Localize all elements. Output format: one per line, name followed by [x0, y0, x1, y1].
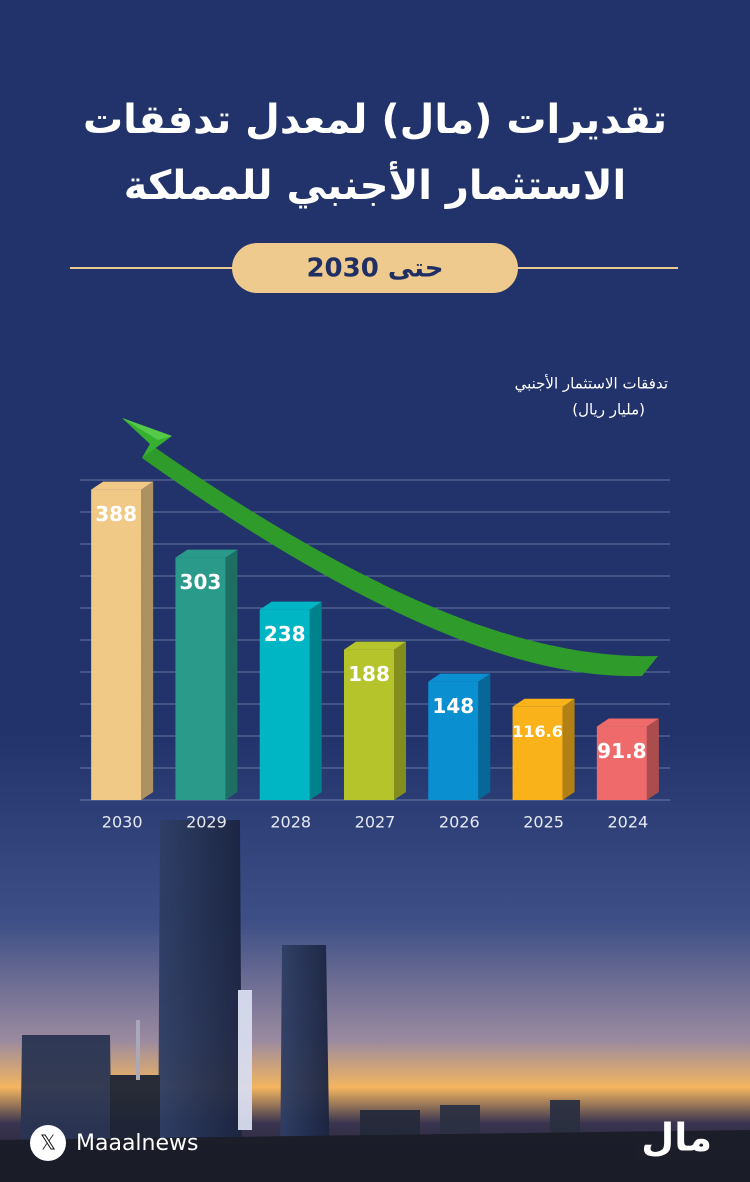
value-label: 188: [348, 662, 390, 686]
value-label: 148: [432, 694, 474, 718]
subtitle: حتى 2030: [306, 254, 443, 284]
bar-side: [478, 673, 491, 800]
bar: [91, 489, 142, 800]
bar-top: [175, 549, 238, 558]
x-tick-label: 2028: [270, 813, 311, 832]
y-axis-label: (مليار ريال): [572, 401, 645, 419]
value-label: 91.8: [597, 739, 646, 763]
bar-top: [259, 601, 322, 610]
x-tick-label: 2027: [355, 813, 396, 832]
bar-top: [91, 481, 154, 490]
x-tick-label: 2029: [186, 813, 227, 832]
x-icon-glyph: 𝕏: [40, 1131, 56, 1155]
x-tick-label: 2025: [523, 813, 564, 832]
bar: [596, 726, 647, 800]
bar-side: [225, 549, 238, 800]
bar-side: [309, 601, 322, 800]
x-tick-label: 2024: [607, 813, 648, 832]
bar: [344, 649, 394, 800]
value-label: 116.6: [512, 722, 563, 741]
bar: [512, 706, 563, 800]
bar: [259, 609, 310, 800]
bar: [175, 557, 226, 800]
bar-top: [428, 673, 491, 682]
bar-side: [562, 698, 575, 800]
plot: 2030 388 2029 303 2028 238 2027 188 2026 148 2025 1…: [80, 479, 670, 832]
bar-side: [646, 718, 659, 800]
value-label: 388: [95, 502, 137, 526]
bar-side: [141, 481, 154, 800]
bar: [428, 681, 479, 800]
value-label: 303: [180, 570, 222, 594]
subtitle-pill: [232, 243, 518, 293]
bar-top: [512, 698, 575, 707]
bar-top: [596, 718, 659, 727]
skyline: [0, 820, 750, 1182]
title-line: الاستثمار الأجنبي للمملكة: [124, 160, 626, 209]
y-axis-label: تدفقات الاستثمار الأجنبي: [515, 374, 668, 394]
x-tick-label: 2026: [439, 813, 480, 832]
bar-side: [394, 641, 406, 800]
bar-top: [344, 641, 406, 650]
logo: مال: [641, 1116, 712, 1160]
x-icon: [30, 1125, 66, 1161]
source: Maaalnews: [76, 1131, 198, 1156]
x-tick-label: 2030: [102, 813, 143, 832]
title-line: تقديرات (مال) لمعدل تدفقات: [83, 97, 667, 143]
value-label: 238: [264, 622, 306, 646]
trend-arrow: [122, 418, 658, 677]
